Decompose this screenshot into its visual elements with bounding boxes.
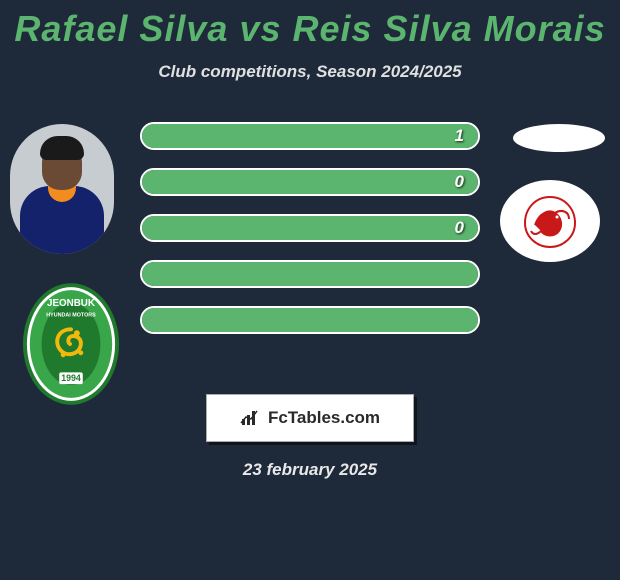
badge-text-mid: HYUNDAI MOTORS	[46, 313, 96, 319]
stat-min-per-goal: Min per goal	[140, 306, 480, 334]
stat-value: 0	[455, 218, 464, 238]
page-title: Rafael Silva vs Reis Silva Morais	[0, 0, 620, 50]
stat-goals-per-match: Goals per match	[140, 260, 480, 288]
player-right-photo	[513, 124, 605, 152]
stat-hattricks: Hattricks 0	[140, 214, 480, 242]
player-hair	[40, 136, 84, 160]
badge-text-top: JEONBUK	[47, 298, 95, 309]
team-left-badge: JEONBUK HYUNDAI MOTORS 1994	[22, 282, 120, 406]
subtitle: Club competitions, Season 2024/2025	[0, 62, 620, 82]
stat-fill	[142, 216, 478, 240]
stat-fill	[142, 262, 478, 286]
logo-text: FcTables.com	[268, 408, 380, 428]
stat-value: 1	[455, 126, 464, 146]
stat-fill	[142, 170, 478, 194]
stat-fill	[142, 124, 478, 148]
stat-matches: Matches 1	[140, 122, 480, 150]
team-right-badge	[500, 180, 600, 262]
badge-year: 1994	[61, 373, 81, 383]
stat-value: 0	[455, 172, 464, 192]
player-left-photo	[10, 124, 114, 254]
source-logo: FcTables.com	[206, 394, 414, 442]
stat-fill	[142, 308, 478, 332]
bar-chart-icon	[240, 409, 262, 427]
footer-date: 23 february 2025	[0, 460, 620, 480]
stat-goals: Goals 0	[140, 168, 480, 196]
